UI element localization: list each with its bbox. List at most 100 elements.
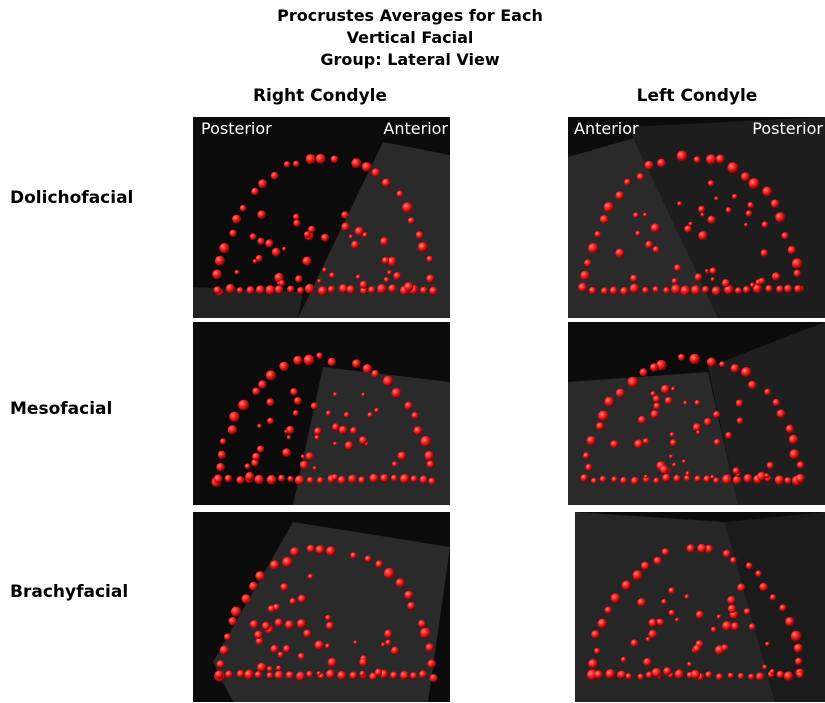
landmark-point — [684, 594, 690, 600]
landmark-point — [246, 286, 255, 295]
landmark-point — [361, 392, 366, 397]
landmark-point — [704, 544, 714, 554]
label-posterior-left: Posterior — [752, 119, 823, 138]
landmark-point — [312, 466, 317, 471]
landmark-point — [413, 426, 423, 436]
landmark-point — [427, 659, 436, 669]
landmark-point — [676, 150, 688, 162]
landmark-point — [766, 462, 774, 470]
landmark-point — [251, 187, 259, 196]
landmark-point — [302, 256, 312, 266]
landmark-point — [671, 284, 681, 295]
landmark-point — [610, 593, 621, 604]
landmark-point — [332, 423, 340, 431]
landmark-point — [604, 396, 615, 407]
landmark-point — [310, 402, 318, 410]
landmark-point — [749, 623, 756, 630]
landmark-point — [795, 473, 805, 484]
landmark-point — [769, 594, 777, 601]
landmark-point — [755, 570, 762, 577]
landmark-point — [219, 243, 230, 254]
landmark-point — [216, 660, 225, 669]
landmark-point — [724, 284, 734, 295]
landmark-point — [762, 664, 768, 670]
landmark-point — [685, 471, 690, 476]
landmark-point — [428, 477, 436, 485]
landmark-point — [706, 154, 717, 165]
landmark-point — [639, 368, 648, 377]
landmark-point — [732, 475, 742, 485]
landmark-point — [678, 353, 685, 361]
row-label-brachyfacial: Brachyfacial — [10, 582, 129, 602]
landmark-point — [273, 603, 280, 611]
landmark-point — [282, 448, 292, 457]
landmark-point — [791, 258, 803, 269]
landmark-point — [675, 617, 680, 622]
landmark-point — [251, 459, 259, 467]
landmark-point — [637, 673, 644, 680]
landmark-point — [643, 658, 652, 667]
landmark-point — [776, 285, 784, 293]
landmark-point — [404, 590, 414, 600]
landmark-point — [588, 243, 599, 254]
landmark-point — [293, 219, 301, 227]
landmark-point — [279, 361, 289, 372]
landmark-point — [796, 671, 804, 679]
label-anterior: Anterior — [383, 119, 448, 138]
landmark-point — [255, 254, 263, 262]
landmark-point — [721, 644, 729, 652]
landmark-point — [380, 237, 389, 246]
landmark-point — [620, 287, 629, 296]
landmark-point — [605, 669, 616, 679]
landmark-point — [299, 460, 309, 470]
landmark-point — [711, 286, 721, 296]
landmark-point — [686, 544, 695, 553]
landmark-point — [270, 644, 279, 654]
landmark-point — [668, 587, 675, 594]
landmark-point — [369, 473, 379, 483]
landmark-point — [700, 212, 705, 217]
landmark-cloud-left-mesofacial — [568, 322, 825, 505]
landmark-point — [426, 460, 435, 469]
landmark-point — [367, 412, 373, 418]
landmark-point — [684, 475, 691, 482]
landmark-point — [596, 422, 605, 431]
landmark-point — [377, 284, 387, 294]
landmark-point — [636, 173, 645, 181]
landmark-point — [752, 283, 763, 294]
landmark-point — [706, 357, 717, 367]
landmark-point — [325, 643, 331, 649]
landmark-point — [350, 552, 357, 559]
landmark-point — [341, 211, 349, 219]
panel-left-dolichofacial: Anterior Posterior — [568, 117, 825, 318]
landmark-point — [620, 476, 628, 485]
landmark-point — [757, 471, 766, 481]
landmark-point — [635, 230, 641, 237]
landmark-point — [277, 651, 284, 658]
landmark-point — [789, 449, 800, 460]
landmark-point — [314, 640, 324, 650]
landmark-point — [225, 670, 233, 679]
landmark-point — [785, 424, 795, 434]
landmark-point — [420, 627, 431, 639]
landmark-point — [239, 204, 247, 212]
landmark-point — [351, 158, 362, 169]
landmark-point — [758, 277, 766, 285]
landmark-point — [325, 614, 332, 621]
landmark-point — [645, 671, 653, 679]
landmark-point — [661, 598, 667, 605]
landmark-point — [710, 277, 715, 282]
landmark-point — [662, 473, 671, 483]
landmark-point — [368, 286, 376, 294]
landmark-point — [402, 202, 413, 213]
landmark-point — [331, 474, 339, 481]
landmark-point — [266, 474, 277, 485]
landmark-point — [283, 161, 291, 168]
landmark-point — [330, 155, 339, 164]
landmark-point — [329, 272, 336, 279]
landmark-point — [270, 560, 280, 570]
landmark-point — [300, 454, 305, 459]
landmark-point — [761, 221, 769, 228]
landmark-point — [258, 380, 267, 389]
landmark-point — [638, 415, 646, 424]
